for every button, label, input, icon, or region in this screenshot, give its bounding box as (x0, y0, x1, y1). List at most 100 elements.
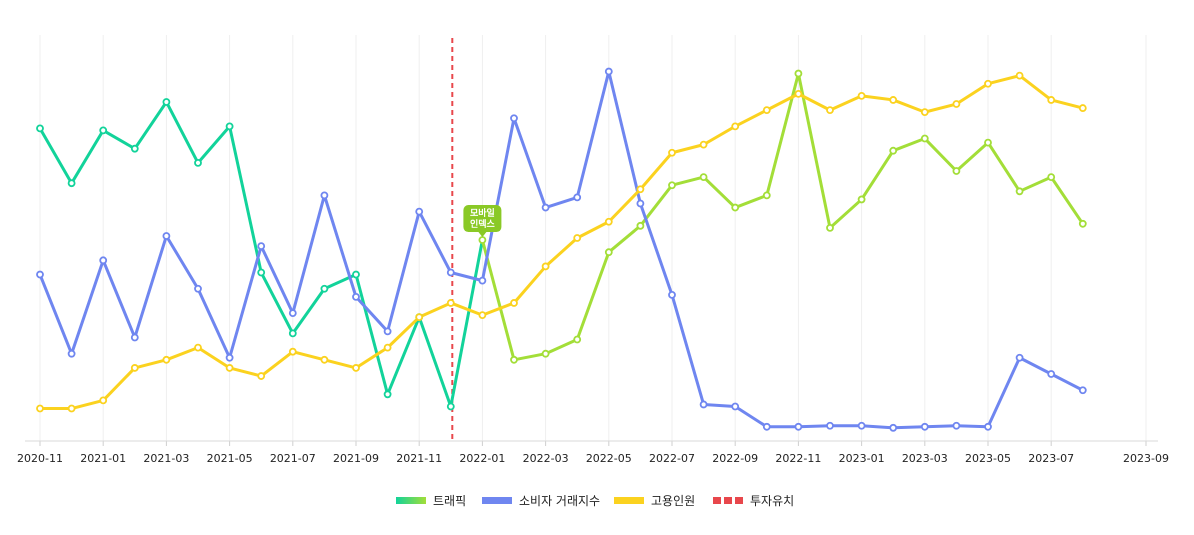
data-point-traffic[interactable] (541, 349, 550, 358)
data-point-consumer-index[interactable] (478, 276, 487, 285)
data-point-consumer-index[interactable] (541, 203, 550, 212)
data-point-consumer-index[interactable] (1015, 353, 1024, 362)
data-point-traffic[interactable] (920, 134, 929, 143)
data-point-employees[interactable] (320, 355, 329, 364)
legend-item-investment[interactable]: 투자유치 (713, 494, 794, 508)
data-point-consumer-index[interactable] (826, 421, 834, 430)
data-point-consumer-index[interactable] (194, 284, 202, 293)
data-point-consumer-index[interactable] (857, 421, 866, 430)
data-point-traffic[interactable] (731, 203, 740, 212)
data-point-traffic[interactable] (794, 69, 803, 78)
data-point-employees[interactable] (668, 148, 676, 157)
data-point-employees[interactable] (541, 262, 550, 271)
data-point-traffic[interactable] (984, 138, 992, 147)
data-point-traffic[interactable] (1047, 173, 1056, 182)
data-point-employees[interactable] (99, 396, 108, 405)
data-point-employees[interactable] (636, 185, 645, 194)
data-point-consumer-index[interactable] (257, 242, 266, 251)
data-point-employees[interactable] (604, 217, 613, 226)
data-point-employees[interactable] (952, 100, 961, 108)
data-point-employees[interactable] (288, 347, 297, 356)
data-point-consumer-index[interactable] (604, 67, 613, 76)
data-point-consumer-index[interactable] (36, 270, 44, 279)
data-point-consumer-index[interactable] (352, 292, 360, 301)
data-point-employees[interactable] (573, 234, 582, 242)
data-point-traffic[interactable] (952, 167, 961, 175)
data-point-employees[interactable] (1078, 104, 1087, 112)
data-point-traffic[interactable] (857, 195, 866, 204)
data-point-employees[interactable] (383, 343, 392, 352)
data-point-consumer-index[interactable] (920, 422, 929, 431)
data-point-traffic[interactable] (162, 98, 171, 106)
data-point-employees[interactable] (257, 372, 266, 380)
data-point-consumer-index[interactable] (383, 327, 392, 336)
data-point-traffic[interactable] (288, 329, 297, 338)
data-point-traffic[interactable] (67, 179, 76, 188)
data-point-employees[interactable] (130, 364, 139, 372)
data-point-employees[interactable] (762, 106, 771, 115)
data-point-consumer-index[interactable] (762, 422, 771, 431)
data-point-employees[interactable] (920, 108, 929, 117)
data-point-traffic[interactable] (257, 268, 266, 277)
data-point-employees[interactable] (225, 364, 234, 372)
data-point-consumer-index[interactable] (1047, 370, 1056, 378)
data-point-employees[interactable] (699, 140, 708, 149)
data-point-traffic[interactable] (36, 124, 44, 133)
data-point-traffic[interactable] (699, 173, 708, 182)
data-point-traffic[interactable] (636, 221, 645, 230)
data-point-traffic[interactable] (130, 144, 139, 153)
data-point-consumer-index[interactable] (699, 400, 708, 409)
data-point-consumer-index[interactable] (636, 199, 645, 208)
data-point-employees[interactable] (352, 364, 360, 372)
data-point-consumer-index[interactable] (162, 232, 171, 240)
data-point-consumer-index[interactable] (984, 422, 992, 431)
data-point-employees[interactable] (826, 106, 834, 115)
data-point-consumer-index[interactable] (130, 333, 139, 342)
data-point-employees[interactable] (1015, 71, 1024, 80)
data-point-employees[interactable] (889, 96, 898, 104)
data-point-consumer-index[interactable] (510, 114, 518, 123)
data-point-employees[interactable] (415, 313, 424, 322)
data-point-traffic[interactable] (383, 390, 392, 399)
data-point-traffic[interactable] (1078, 219, 1087, 228)
data-point-traffic[interactable] (478, 236, 487, 244)
data-point-employees[interactable] (36, 404, 44, 413)
legend-item-consumer-index[interactable]: 소비자 거래지수 (482, 494, 600, 508)
data-point-traffic[interactable] (446, 402, 455, 411)
data-point-consumer-index[interactable] (225, 353, 234, 362)
data-point-employees[interactable] (1047, 96, 1056, 104)
data-point-consumer-index[interactable] (1078, 386, 1087, 395)
data-point-traffic[interactable] (99, 126, 108, 135)
data-point-employees[interactable] (67, 404, 76, 413)
data-point-employees[interactable] (446, 299, 455, 307)
data-point-consumer-index[interactable] (952, 421, 961, 430)
data-point-employees[interactable] (478, 311, 487, 320)
data-point-traffic[interactable] (573, 335, 582, 344)
data-point-employees[interactable] (731, 122, 740, 131)
data-point-consumer-index[interactable] (320, 191, 329, 200)
data-point-consumer-index[interactable] (415, 207, 424, 216)
data-point-consumer-index[interactable] (889, 423, 898, 432)
legend-item-traffic[interactable]: 트래픽 (396, 494, 466, 508)
data-point-traffic[interactable] (762, 191, 771, 200)
data-point-employees[interactable] (510, 299, 518, 307)
data-point-traffic[interactable] (194, 158, 202, 167)
data-point-traffic[interactable] (668, 181, 676, 190)
data-point-traffic[interactable] (320, 284, 329, 293)
data-point-traffic[interactable] (1015, 187, 1024, 196)
data-point-traffic[interactable] (604, 248, 613, 257)
data-point-consumer-index[interactable] (446, 268, 455, 277)
data-point-traffic[interactable] (352, 270, 360, 279)
data-point-traffic[interactable] (889, 146, 898, 155)
data-point-traffic[interactable] (826, 223, 834, 232)
data-point-consumer-index[interactable] (731, 402, 740, 411)
data-point-employees[interactable] (794, 89, 803, 98)
data-point-consumer-index[interactable] (67, 349, 76, 358)
legend-item-employees[interactable]: 고용인원 (614, 494, 695, 508)
data-point-employees[interactable] (857, 92, 866, 100)
data-point-consumer-index[interactable] (99, 256, 108, 265)
data-point-consumer-index[interactable] (794, 422, 803, 431)
data-point-employees[interactable] (984, 79, 992, 88)
data-point-consumer-index[interactable] (288, 309, 297, 318)
data-point-employees[interactable] (194, 343, 202, 352)
